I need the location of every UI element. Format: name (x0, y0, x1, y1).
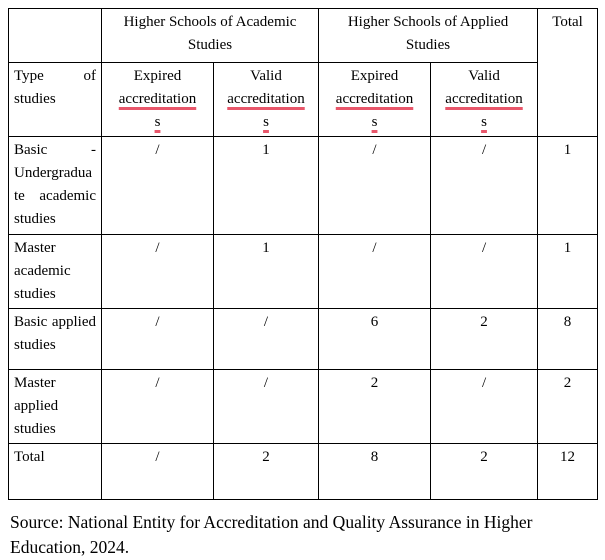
column-header-prefix: Valid (468, 68, 500, 84)
cell-academic-valid: / (212, 369, 320, 444)
group-header-applied: Higher Schools of Applied Studies (318, 8, 539, 63)
table-row: Basic applied studies / / 6 2 8 (8, 308, 599, 370)
cell-total: 1 (537, 234, 599, 309)
cell-total: 12 (537, 443, 599, 500)
row-header-type-of-studies: Type of studies (8, 62, 102, 137)
cell-total: 8 (537, 308, 599, 370)
column-header-applied-expired: Expired accreditations (318, 62, 432, 137)
row-label: Master applied studies (8, 369, 102, 444)
row-label: Total (8, 443, 102, 500)
table-header-row-subcolumns: Type of studies Expired accreditations V… (8, 62, 598, 137)
cell-academic-valid: / (212, 308, 320, 370)
source-note: Source: National Entity for Accreditatio… (10, 512, 533, 557)
cell-academic-expired: / (101, 234, 214, 309)
cell-academic-valid: 2 (212, 443, 320, 500)
cell-applied-expired: 2 (318, 369, 432, 444)
row-label: Basic - Undergraduate academic studies (8, 136, 102, 235)
table-row: Master academic studies / 1 / / 1 (8, 234, 599, 309)
cell-academic-expired: / (101, 443, 214, 500)
column-header-prefix: Expired (133, 68, 182, 84)
cell-applied-expired: 8 (318, 443, 432, 500)
cell-academic-valid: 1 (212, 234, 320, 309)
row-label: Basic applied studies (8, 308, 102, 370)
cell-applied-expired: / (318, 234, 432, 309)
table-row-total: Total / 2 8 2 12 (8, 443, 599, 500)
corner-cell (8, 8, 102, 63)
column-header-prefix: Valid (250, 68, 282, 84)
misspelled-word-underline: accreditations (118, 91, 197, 130)
accreditation-table: Higher Schools of Academic Studies Highe… (8, 8, 599, 500)
column-header-academic-valid: Valid accreditations (212, 62, 320, 137)
misspelled-word-underline: accreditations (445, 91, 523, 130)
cell-total: 2 (537, 369, 599, 444)
column-header-total: Total (537, 8, 599, 137)
cell-academic-valid: 1 (212, 136, 320, 235)
group-header-academic: Higher Schools of Academic Studies (100, 8, 320, 63)
cell-applied-valid: / (430, 234, 539, 309)
cell-applied-valid: / (430, 369, 539, 444)
cell-applied-valid: / (430, 136, 539, 235)
cell-total: 1 (537, 136, 599, 235)
cell-academic-expired: / (101, 308, 214, 370)
misspelled-word-underline: accreditations (335, 91, 414, 130)
column-header-prefix: Expired (350, 68, 399, 84)
column-header-academic-expired: Expired accreditations (101, 62, 214, 137)
cell-applied-valid: 2 (430, 443, 539, 500)
table-row: Master applied studies / / 2 / 2 (8, 369, 599, 444)
table-header-row-groups: Higher Schools of Academic Studies Highe… (8, 8, 599, 137)
cell-applied-expired: / (318, 136, 432, 235)
table-row: Basic - Undergraduate academic studies /… (8, 136, 599, 235)
column-header-applied-valid: Valid accreditations (430, 62, 539, 137)
row-label: Master academic studies (8, 234, 102, 309)
cell-applied-valid: 2 (430, 308, 539, 370)
cell-academic-expired: / (101, 369, 214, 444)
misspelled-word-underline: accreditations (227, 91, 305, 130)
cell-academic-expired: / (101, 136, 214, 235)
cell-applied-expired: 6 (318, 308, 432, 370)
